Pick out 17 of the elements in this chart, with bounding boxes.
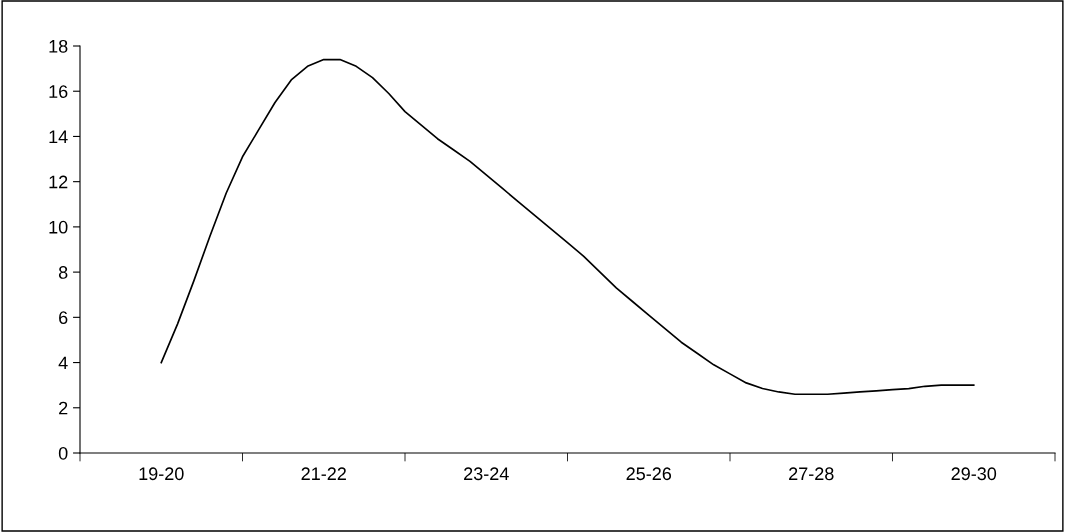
x-tick-label: 29-30 bbox=[951, 467, 997, 481]
y-tick-label: 4 bbox=[58, 356, 68, 370]
x-tick-label: 21-22 bbox=[301, 467, 346, 480]
x-tick-label: 19-20 bbox=[139, 467, 184, 481]
y-tick-label: 16 bbox=[49, 85, 68, 98]
line-series bbox=[160, 58, 975, 396]
x-tick-label: 27-28 bbox=[789, 467, 834, 481]
y-tick-label: 10 bbox=[49, 220, 68, 234]
y-tick-label: 14 bbox=[49, 130, 68, 143]
y-tick-label: 0 bbox=[58, 446, 68, 460]
y-tick-label: 8 bbox=[58, 266, 68, 279]
y-tick-label: 6 bbox=[59, 311, 68, 325]
y-tick-label: 2 bbox=[59, 401, 68, 415]
y-tick-label: 18 bbox=[49, 39, 68, 53]
y-tick-label: 12 bbox=[49, 175, 68, 189]
x-tick-label: 23-24 bbox=[464, 467, 509, 481]
x-tick-label: 25-26 bbox=[626, 467, 672, 481]
